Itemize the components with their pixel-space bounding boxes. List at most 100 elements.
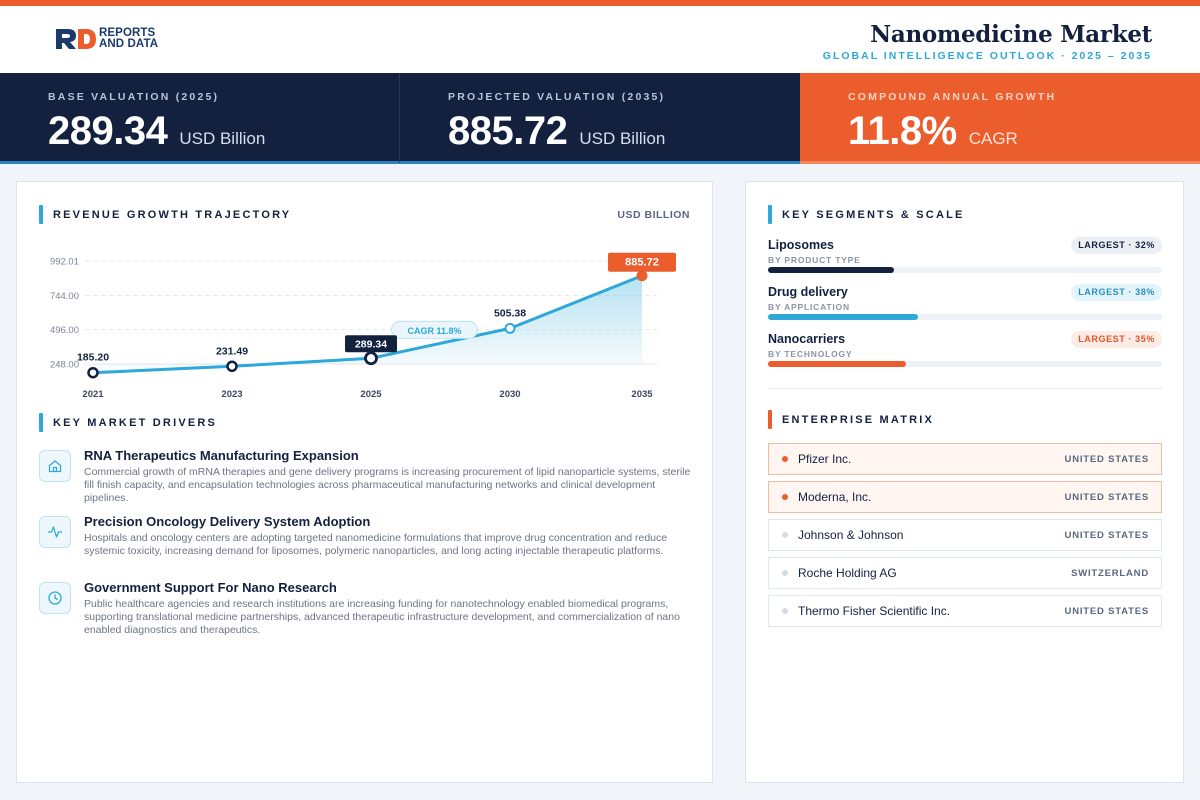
company-name: Roche Holding AG: [798, 566, 897, 580]
area-fill: [93, 275, 642, 373]
kpi-number: 885.72: [448, 109, 568, 153]
segment-badge: LARGEST · 35%: [1071, 331, 1162, 348]
company-dot: [782, 532, 788, 538]
kpi-label: PROJECTED VALUATION (2035): [448, 91, 666, 103]
y-tick-label: 248.00: [50, 360, 79, 371]
segment-name: Nanocarriers: [768, 332, 846, 346]
data-label: 231.49: [216, 345, 248, 357]
segment-fill: [768, 361, 906, 367]
company-row[interactable]: Moderna, Inc. UNITED STATES: [768, 481, 1162, 513]
data-point: [226, 360, 238, 373]
driver-title: Government Support For Nano Research: [84, 580, 337, 595]
x-tick-label: 2025: [360, 389, 382, 400]
company-row[interactable]: Thermo Fisher Scientific Inc. UNITED STA…: [768, 595, 1162, 627]
company-dot: [782, 494, 788, 500]
data-point: [504, 322, 516, 334]
company-name: Johnson & Johnson: [798, 528, 904, 542]
company-row[interactable]: Roche Holding AG SWITZERLAND: [768, 557, 1162, 589]
logo-text: REPORTS AND DATA: [99, 27, 159, 50]
company-country: UNITED STATES: [1064, 530, 1149, 541]
data-label: 505.38: [494, 307, 526, 319]
kpi-unit: USD Billion: [179, 129, 266, 148]
kpi-unit: USD Billion: [579, 129, 666, 148]
kpi-cagr: COMPOUND ANNUAL GROWTH 11.8% CAGR: [800, 73, 1200, 164]
kpi-number: 289.34: [48, 109, 168, 153]
section-divider: [768, 388, 1162, 389]
data-point: [87, 366, 99, 379]
data-point: [636, 270, 648, 282]
company-row[interactable]: Pfizer Inc. UNITED STATES: [768, 443, 1162, 475]
segment-track: [768, 267, 1162, 273]
section-accent: [768, 205, 772, 224]
cagr-annotation-pill: [391, 320, 478, 339]
x-tick-label: 2030: [499, 389, 520, 400]
clock-icon: [39, 582, 71, 614]
segment-track: [768, 314, 1162, 320]
drivers-list: RNA Therapeutics Manufacturing Expansion…: [39, 448, 699, 648]
matrix-section-title: ENTERPRISE MATRIX: [768, 410, 934, 429]
driver-item: Government Support For Nano Research Pub…: [39, 580, 699, 648]
kpi-label: COMPOUND ANNUAL GROWTH: [848, 91, 1057, 103]
driver-title: RNA Therapeutics Manufacturing Expansion: [84, 448, 359, 463]
left-panel: REVENUE GROWTH TRAJECTORY USD BILLION 99…: [16, 181, 713, 783]
driver-description: Hospitals and oncology centers are adopt…: [84, 532, 668, 557]
logo-line-2: AND DATA: [99, 38, 159, 50]
kpi-projected-valuation: PROJECTED VALUATION (2035) 885.72 USD Bi…: [400, 73, 800, 164]
right-panel: KEY SEGMENTS & SCALE Liposomes BY PRODUC…: [745, 181, 1184, 783]
segment-item: Liposomes BY PRODUCT TYPE LARGEST · 32%: [768, 237, 1162, 285]
company-dot: [782, 570, 788, 576]
segment-category: BY TECHNOLOGY: [768, 349, 853, 359]
chart-unit-label: USD BILLION: [617, 209, 690, 221]
segment-fill: [768, 314, 918, 320]
driver-item: Precision Oncology Delivery System Adopt…: [39, 514, 699, 582]
chart-section-title: REVENUE GROWTH TRAJECTORY: [39, 205, 291, 224]
home-icon: [39, 450, 71, 482]
segment-category: BY APPLICATION: [768, 302, 850, 312]
driver-description: Commercial growth of mRNA therapies and …: [84, 466, 691, 504]
company-name: Thermo Fisher Scientific Inc.: [798, 604, 951, 618]
segments-list: Liposomes BY PRODUCT TYPE LARGEST · 32% …: [768, 237, 1162, 379]
driver-title: Precision Oncology Delivery System Adopt…: [84, 514, 371, 529]
company-dot: [782, 456, 788, 462]
company-row[interactable]: Johnson & Johnson UNITED STATES: [768, 519, 1162, 551]
enterprise-matrix: Pfizer Inc. UNITED STATES Moderna, Inc. …: [768, 443, 1162, 633]
segment-name: Drug delivery: [768, 285, 848, 299]
data-label: 185.20: [77, 352, 109, 364]
x-tick-label: 2035: [631, 389, 653, 400]
segment-badge: LARGEST · 32%: [1071, 237, 1162, 254]
drivers-section-title: KEY MARKET DRIVERS: [39, 413, 217, 432]
section-accent: [39, 413, 43, 432]
segments-section-title-text: KEY SEGMENTS & SCALE: [782, 208, 965, 221]
segment-name: Liposomes: [768, 238, 834, 252]
matrix-section-title-text: ENTERPRISE MATRIX: [782, 413, 935, 426]
brand-logo[interactable]: REPORTS AND DATA: [54, 27, 158, 51]
segment-item: Drug delivery BY APPLICATION LARGEST · 3…: [768, 284, 1162, 332]
x-tick-label: 2021: [82, 389, 104, 400]
data-point: [364, 351, 378, 366]
revenue-line-chart: 992.01 744.00 496.00 248.00 CAGR 11.8% 185.…: [50, 252, 676, 400]
kpi-value-group: 885.72 USD Billion: [448, 109, 665, 154]
company-name: Pfizer Inc.: [798, 452, 852, 466]
segment-track: [768, 361, 1162, 367]
cagr-annotation-label: CAGR 11.8%: [407, 326, 461, 336]
kpi-value-group: 11.8% CAGR: [848, 109, 1018, 154]
section-accent: [39, 205, 43, 224]
drivers-section-title-text: KEY MARKET DRIVERS: [53, 416, 218, 429]
kpi-base-valuation: BASE VALUATION (2025) 289.34 USD Billion: [0, 73, 400, 164]
kpi-value-group: 289.34 USD Billion: [48, 109, 265, 154]
y-tick-label: 496.00: [50, 325, 79, 336]
page-subtitle: GLOBAL INTELLIGENCE OUTLOOK · 2025 – 203…: [822, 50, 1152, 62]
page-header: REPORTS AND DATA Nanomedicine Market GLO…: [0, 6, 1200, 73]
segment-fill: [768, 267, 895, 273]
section-accent: [768, 410, 772, 429]
page-title: Nanomedicine Market: [870, 21, 1152, 48]
segments-section-title: KEY SEGMENTS & SCALE: [768, 205, 965, 224]
driver-description: Public healthcare agencies and research …: [84, 598, 680, 636]
y-tick-label: 744.00: [50, 291, 79, 302]
logo-mark-icon: [56, 29, 96, 49]
kpi-label: BASE VALUATION (2025): [48, 91, 220, 103]
activity-icon: [39, 516, 71, 548]
data-label-box: [345, 335, 397, 353]
company-country: UNITED STATES: [1064, 606, 1149, 617]
top-accent-bar: [0, 0, 1200, 6]
